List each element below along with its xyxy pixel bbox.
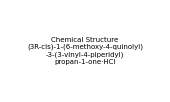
Text: Chemical Structure
(3R-cis)-1-(6-methoxy-4-quinolyl)
-3-(3-vinyl-4-piperidyl)
pr: Chemical Structure (3R-cis)-1-(6-methoxy… [27,37,143,65]
